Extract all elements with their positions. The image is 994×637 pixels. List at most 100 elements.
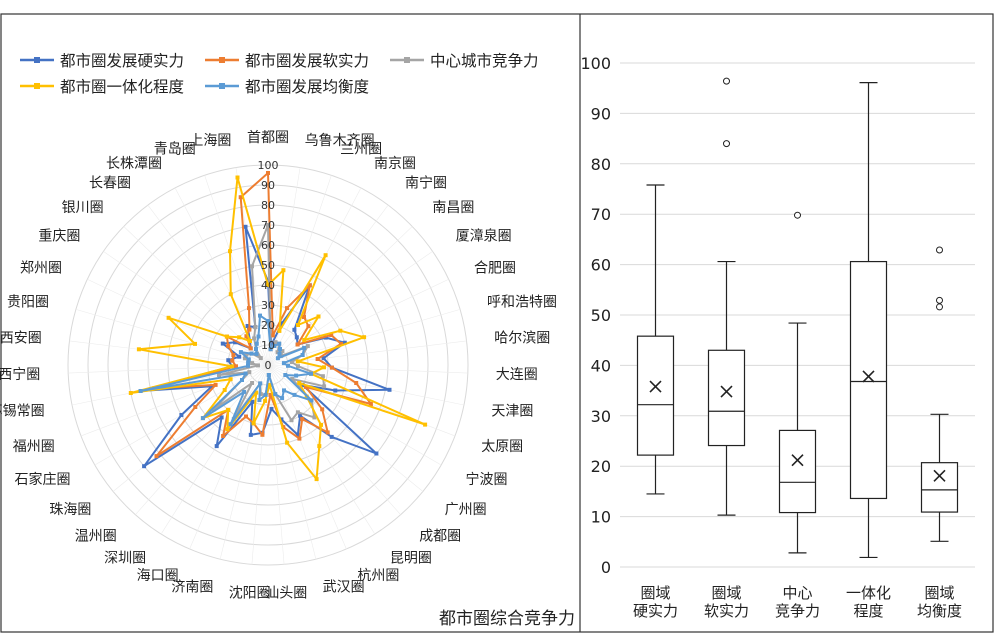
- radar-point: [247, 370, 252, 375]
- radar-point: [250, 361, 255, 366]
- box-x-label-line2: 均衡度: [917, 602, 962, 620]
- box-x-label-line2: 程度: [853, 602, 883, 620]
- radar-category-label: 济南圈: [171, 579, 213, 595]
- box-mean-marker-b: [720, 385, 733, 398]
- radar-point: [315, 357, 320, 361]
- radar-point: [282, 388, 286, 393]
- box-iqr: [636, 335, 675, 456]
- radar-point: [244, 334, 249, 339]
- radar-point: [285, 306, 289, 311]
- radar-category-label: 呼和浩特圈: [487, 295, 557, 311]
- radar-point: [248, 432, 253, 437]
- radar-point: [286, 363, 290, 368]
- radar-category-label: 汕头圈: [265, 585, 307, 601]
- radar-point: [320, 407, 325, 412]
- radar-point: [333, 388, 338, 393]
- radar-spoke: [204, 175, 269, 366]
- radar-point: [267, 382, 272, 387]
- radar-point: [306, 324, 311, 329]
- radar-point: [280, 349, 285, 354]
- radar-point: [228, 377, 233, 382]
- box-x-label-line2: 硬实力: [633, 602, 678, 620]
- radar-category-label: 南京圈: [374, 156, 416, 172]
- radar-category-label: 乌鲁木齐圈: [305, 133, 375, 149]
- radar-spoke: [267, 187, 362, 366]
- radar-category-label: 珠海圈: [49, 502, 91, 518]
- box-y-tick-label: 100: [580, 54, 611, 73]
- box-outlier: [936, 303, 943, 311]
- radar-point: [270, 333, 275, 338]
- radar-point: [142, 464, 147, 469]
- radar-point: [250, 399, 255, 404]
- radar-category-label: 杭州圈: [357, 568, 399, 584]
- radar-spoke: [267, 175, 332, 366]
- radar-point: [309, 371, 314, 376]
- radar-point: [285, 440, 290, 445]
- box-y-tick-label: 50: [591, 306, 611, 325]
- radar-spoke: [267, 251, 433, 366]
- radar-point: [256, 334, 261, 339]
- radar-point: [279, 321, 284, 326]
- radar-point: [294, 373, 299, 378]
- radar-point: [193, 341, 197, 346]
- radar-point: [254, 390, 259, 395]
- legend-label: 都市圈发展软实力: [245, 52, 369, 70]
- box-y-tick-label: 90: [591, 104, 611, 123]
- legend-swatch-marker: [34, 83, 40, 89]
- radar-point: [257, 398, 262, 402]
- radar-category-label: 昆明圈: [390, 551, 432, 567]
- box-mean-marker-b: [933, 469, 946, 482]
- radar-point: [246, 363, 250, 368]
- radar-point: [252, 336, 257, 341]
- radar-point: [250, 381, 255, 385]
- radar-point: [258, 313, 262, 318]
- radar-point: [214, 444, 219, 449]
- radar-tick-label: 40: [261, 279, 275, 292]
- radar-point: [249, 351, 254, 356]
- radar-tick-labels: 0 10 20 30 40 50 60 70 80 90 100: [258, 159, 279, 372]
- radar-point: [237, 354, 242, 359]
- radar-point: [234, 364, 238, 369]
- radar-point: [248, 346, 253, 351]
- box-mean-marker-b: [791, 454, 804, 467]
- box-x-label-line1: 一体化: [846, 584, 891, 602]
- radar-point: [300, 353, 305, 357]
- box-y-tick-label: 60: [591, 256, 611, 275]
- box-outlier: [936, 246, 943, 254]
- radar-point: [275, 356, 280, 361]
- box-y-tick-label: 40: [591, 356, 611, 375]
- radar-point: [235, 175, 240, 180]
- box-x-label-line2: 竞争力: [775, 602, 820, 620]
- radar-point: [253, 325, 258, 330]
- radar-category-label: 贵阳圈: [7, 295, 49, 311]
- radar-point: [323, 253, 328, 258]
- radar-point: [250, 264, 254, 269]
- radar-spoke: [103, 251, 269, 366]
- radar-point: [258, 381, 263, 386]
- radar-spoke: [267, 364, 376, 535]
- radar-tick-label: 60: [261, 239, 275, 252]
- radar-point: [297, 381, 302, 385]
- radar-point: [298, 413, 303, 418]
- radar-point: [329, 434, 334, 439]
- radar-point: [296, 323, 300, 327]
- radar-point: [217, 373, 221, 377]
- radar-point: [243, 371, 248, 376]
- radar-point: [268, 347, 273, 352]
- box-x-label-line2: 软实力: [704, 602, 749, 620]
- radar-category-label: 宁波圈: [466, 471, 508, 488]
- box-y-tick-label: 10: [591, 508, 611, 527]
- box-mean-marker-b: [862, 370, 875, 383]
- radar-spoke: [123, 226, 269, 366]
- radar-point: [273, 392, 278, 397]
- radar-point: [263, 398, 268, 403]
- radar-point: [296, 364, 300, 369]
- radar-spoke: [267, 364, 317, 560]
- radar-point: [246, 357, 251, 362]
- radar-point: [230, 364, 234, 369]
- radar-point: [224, 334, 229, 339]
- radar-category-label: 温州圈: [75, 529, 117, 545]
